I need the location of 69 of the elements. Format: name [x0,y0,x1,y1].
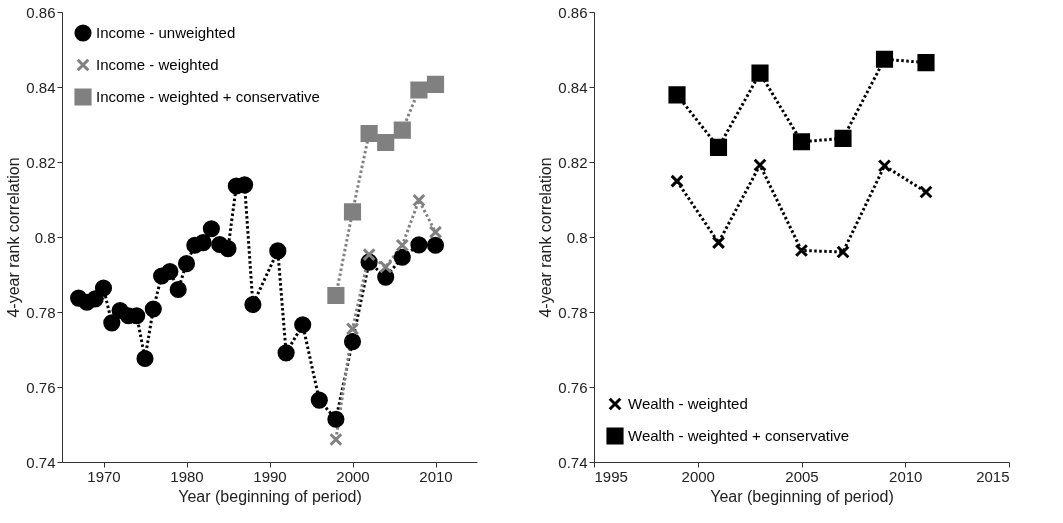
y-tick-label: 0.74 [26,453,56,471]
point [362,247,376,262]
y-tick-label: 0.86 [558,3,588,21]
y-tick-label: 0.84 [26,78,56,96]
point [377,268,395,286]
y-tick-label: 0.86 [26,3,56,21]
y-tick-label: 0.74 [558,453,588,471]
point [360,124,378,143]
point [393,121,411,139]
x-tick-label: 1980 [170,467,204,485]
point [345,322,360,336]
point [277,344,295,362]
y-axis-title: 4-year rank correlation [5,157,23,318]
point [343,333,362,351]
x-axis-title: Year (beginning of period) [710,487,894,505]
point [426,236,445,254]
point [269,242,287,260]
point [378,260,393,274]
x-tick-label: 2000 [336,467,370,485]
x-tick-label: 1990 [253,467,287,485]
point [219,240,237,258]
x-tick-label: 2010 [889,467,923,485]
point [377,133,395,152]
legend-label: Income - weighted + conservative [96,88,320,105]
legend-label: Wealth - weighted + conservative [628,427,850,444]
y-tick-label: 0.76 [558,378,588,396]
y-tick-label: 0.76 [26,378,56,396]
y-tick-label: 0.78 [26,303,56,321]
y-tick-label: 0.8 [566,228,588,246]
point [161,262,179,281]
point [310,391,328,409]
point [294,316,312,334]
x-tick-label: 2015 [976,467,1010,485]
y-tick-label: 0.78 [558,303,588,321]
point [343,203,362,221]
legend-label: Income - weighted [96,56,219,73]
point [144,300,162,318]
point [428,225,443,239]
x-tick-label: 2010 [419,467,453,485]
point [202,220,220,238]
point [329,432,343,447]
point [103,314,121,332]
point [136,349,154,368]
point [410,81,428,99]
x-tick-label: 2000 [681,467,715,485]
y-tick-label: 0.82 [26,153,56,171]
point [426,75,445,93]
y-tick-label: 0.82 [558,153,588,171]
x-tick-label: 1970 [87,467,121,485]
point [194,234,212,252]
point [412,193,426,208]
x-tick-label: 2005 [785,467,819,485]
point [327,410,345,428]
y-tick-label: 0.8 [34,228,56,246]
point [327,286,345,305]
y-tick-label: 0.84 [558,78,588,96]
legend-label: Wealth - weighted [628,395,748,412]
y-axis-title: 4-year rank correlation [537,157,555,318]
point [177,255,196,273]
point [395,238,410,253]
x-tick-label: 1995 [594,467,628,485]
point [393,248,411,266]
legend-label: Income - unweighted [96,24,236,41]
point [94,279,113,297]
point [86,290,104,308]
point [169,280,187,299]
x-axis-title: Year (beginning of period) [178,487,362,505]
point [410,236,428,254]
point [244,295,262,314]
